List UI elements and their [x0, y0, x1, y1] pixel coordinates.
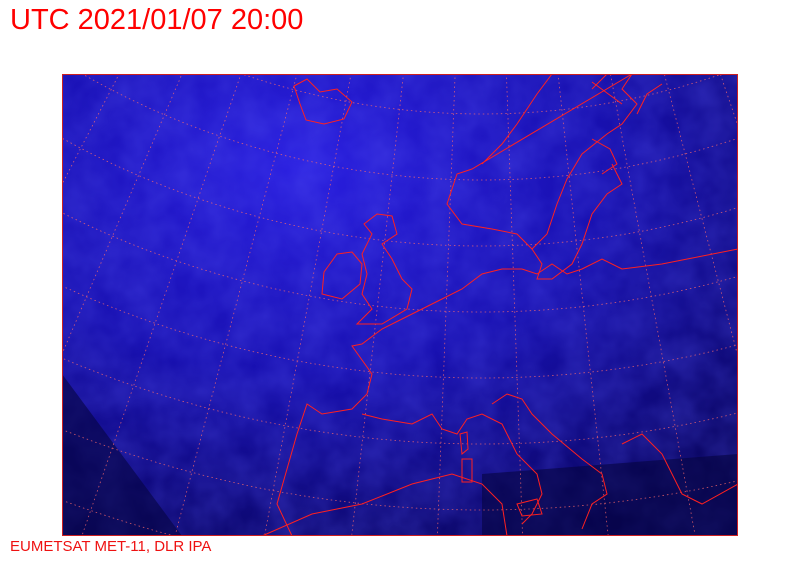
- latitude-line: [84, 75, 738, 181]
- latitude-line: [63, 358, 737, 445]
- latitude-line: [63, 213, 737, 313]
- satellite-map: [62, 74, 738, 536]
- meridian-line: [62, 76, 182, 353]
- coast-britain: [355, 213, 413, 325]
- coast-north-africa: [261, 473, 508, 536]
- meridian-line: [610, 74, 696, 535]
- coast-continent: [276, 248, 738, 536]
- latitude-line: [65, 501, 171, 536]
- meridian-line: [664, 74, 738, 354]
- map-frame: [62, 74, 738, 536]
- coast-iceland: [293, 78, 353, 125]
- coast-ireland: [321, 251, 363, 300]
- coast-scandinavia: [446, 74, 638, 250]
- meridian-line: [62, 76, 118, 184]
- data-source-credit: EUMETSAT MET-11, DLR IPA: [10, 538, 212, 555]
- coast-baltic: [531, 163, 623, 280]
- meridian-line: [264, 77, 351, 534]
- meridian-line: [558, 77, 609, 536]
- cloud-texture: [62, 74, 738, 536]
- latitude-line: [65, 430, 738, 511]
- coast-finland: [591, 74, 663, 175]
- coast-sicily: [516, 498, 543, 517]
- timestamp-title: UTC 2021/01/07 20:00: [10, 4, 304, 36]
- coast-sardinia-corsica: [459, 431, 473, 483]
- dark-sea-south: [62, 374, 738, 536]
- meridian-line: [351, 77, 404, 535]
- coastlines: [261, 74, 738, 536]
- graticule: [62, 74, 738, 536]
